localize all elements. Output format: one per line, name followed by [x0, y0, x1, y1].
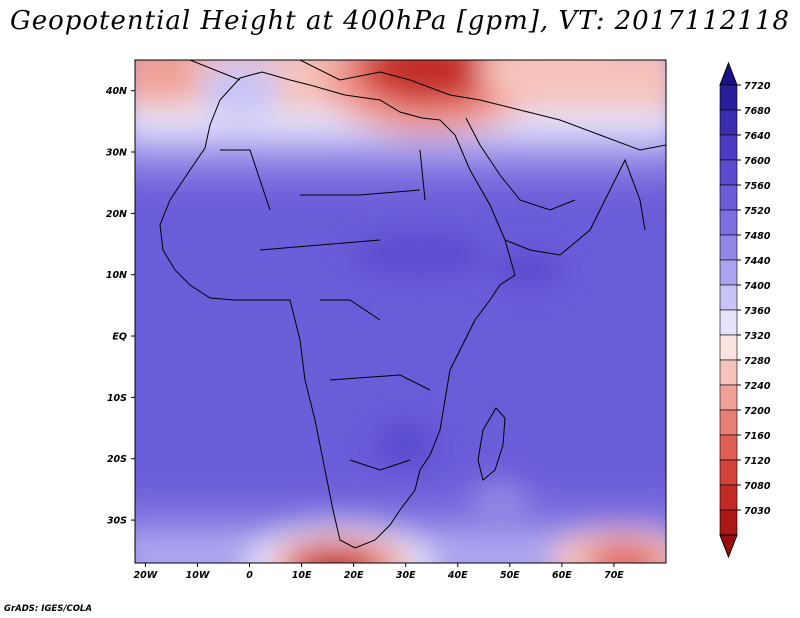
lon-tick-label: 60E [552, 570, 572, 581]
colorbar-level-label: 7400 [744, 281, 771, 292]
colorbar-level-label: 7680 [744, 106, 771, 117]
colorbar-level-label: 7240 [744, 381, 771, 392]
coastlines [159, 60, 666, 549]
colorbar-swatch [719, 384, 738, 411]
colorbar-level-label: 7360 [744, 306, 771, 317]
colorbar-swatch [719, 359, 738, 386]
colorbar-level-label: 7280 [744, 356, 771, 367]
colorbar-swatch [719, 259, 738, 286]
lon-tick-label: 70E [604, 570, 624, 581]
lat-tick-label: 30S [107, 516, 127, 527]
colorbar-swatch [719, 134, 738, 161]
colorbar-level-label: 7600 [744, 156, 771, 167]
colorbar-level-label: 7080 [744, 481, 771, 492]
colorbar-level-label: 7120 [744, 456, 771, 467]
colorbar-swatch [719, 234, 738, 261]
lon-tick-label: 20E [344, 570, 364, 581]
plot-frame [134, 59, 667, 564]
lat-tick-label: 40N [105, 86, 127, 97]
colorbar-swatch [719, 484, 738, 511]
lon-tick-label: 0 [246, 570, 253, 581]
colorbar-swatch [719, 309, 738, 336]
colorbar-level-label: 7520 [744, 206, 771, 217]
colorbar-swatch [719, 209, 738, 236]
colorbar-swatch [719, 434, 738, 461]
lon-axis: 20W 10W 0 10E 20E 30E 40E 50E 60E 70E [134, 563, 624, 581]
colorbar-swatch [719, 184, 738, 211]
lat-axis: 40N 30N 20N 10N EQ 10S 20S 30S [105, 86, 135, 527]
lat-tick-label: 10N [106, 270, 127, 281]
colorbar-swatch [719, 109, 738, 136]
lon-tick-label: 30E [396, 570, 416, 581]
colorbar-swatch [719, 159, 738, 186]
colorbar-level-label: 7480 [744, 231, 771, 242]
colorbar-swatch [719, 334, 738, 361]
lon-tick-label: 20W [134, 570, 158, 581]
lat-tick-label: 30N [106, 148, 127, 159]
colorbar-level-label: 7160 [744, 431, 771, 442]
lat-tick-label: 20N [106, 209, 127, 220]
colorbar-swatch [719, 459, 738, 486]
colorbar-level-label: 7640 [744, 131, 771, 142]
colorbar-level-label: 7560 [744, 181, 771, 192]
colorbar-swatch [719, 84, 738, 111]
colorbar-level-label: 7200 [744, 406, 771, 417]
lat-tick-label: 10S [107, 393, 127, 404]
colorbar-level-label: 7320 [744, 331, 771, 342]
height-field [135, 60, 666, 563]
lon-tick-label: 10W [186, 570, 210, 581]
colorbar-top-cap [719, 61, 738, 86]
lon-tick-label: 10E [292, 570, 312, 581]
colorbar-level-label: 7720 [744, 81, 771, 92]
colorbar-swatch [719, 509, 738, 536]
colorbar-swatch [719, 409, 738, 436]
credit-label: GrADS: IGES/COLA [4, 604, 92, 614]
colorbar-swatch [719, 284, 738, 311]
chart-title: Geopotential Height at 400hPa [gpm], VT:… [9, 6, 791, 36]
colorbar-level-label: 7030 [744, 506, 771, 517]
lat-tick-label: EQ [112, 332, 127, 343]
lat-tick-label: 20S [107, 454, 127, 465]
colorbar-level-label: 7440 [744, 256, 771, 267]
colorbar: 7720 7680 7640 7600 7560 7520 7480 7440 7400 7360… [719, 61, 771, 559]
lon-tick-label: 50E [500, 570, 520, 581]
lon-tick-label: 40E [447, 570, 468, 581]
colorbar-bottom-cap [719, 534, 738, 559]
